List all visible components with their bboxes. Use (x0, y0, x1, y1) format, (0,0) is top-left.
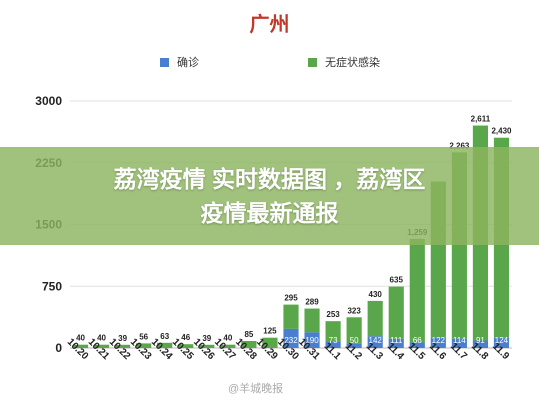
data-label-asymptomatic: 46 (181, 333, 190, 342)
data-label-asymptomatic: 40 (76, 334, 85, 343)
data-label-asymptomatic: 40 (223, 334, 232, 343)
bar-asymptomatic (72, 344, 89, 348)
data-label-asymptomatic: 295 (284, 294, 298, 303)
data-label-asymptomatic: 323 (347, 306, 361, 315)
x-tick-label: 10.28 (233, 337, 259, 363)
legend-swatch-confirmed (160, 57, 169, 67)
x-tick-label: 10.26 (191, 337, 217, 363)
bar-confirmed (409, 342, 425, 348)
data-label-asymptomatic: 2,611 (471, 115, 491, 124)
y-tick-label: 0 (55, 341, 62, 355)
y-tick-label: 3000 (35, 94, 62, 108)
bar-asymptomatic (93, 344, 110, 348)
legend-label-confirmed: 确诊 (177, 57, 199, 69)
data-label-asymptomatic: 430 (369, 290, 383, 299)
bar-confirmed (346, 343, 362, 348)
data-label-confirmed: 111 (390, 336, 403, 345)
bar-confirmed (283, 328, 299, 348)
bar-confirmed (493, 337, 510, 348)
legend-confirmed: 确诊 (160, 54, 199, 70)
data-label-confirmed: 114 (453, 336, 466, 345)
x-tick-label: 10.27 (212, 337, 238, 363)
data-label-asymptomatic: 125 (263, 327, 277, 336)
bar-confirmed (430, 337, 446, 348)
bar-asymptomatic (346, 317, 362, 344)
bar-asymptomatic (178, 344, 194, 348)
bar-asymptomatic (325, 321, 341, 342)
data-label-confirmed: 190 (305, 336, 319, 345)
data-label-asymptomatic: 289 (305, 298, 319, 307)
x-tick-label: 10.21 (86, 337, 112, 363)
bar-asymptomatic (388, 286, 404, 339)
watermark: @羊城晚报 (228, 383, 284, 395)
bar-asymptomatic (304, 308, 320, 333)
x-tick-label: 10.20 (65, 337, 91, 363)
legend-swatch-asymptomatic (308, 57, 317, 67)
data-label-asymptomatic: 2,430 (491, 127, 512, 136)
data-label-confirmed: 232 (284, 336, 298, 345)
data-label-asymptomatic: 85 (244, 330, 253, 339)
x-tick-label: 10.24 (149, 337, 175, 363)
data-label-asymptomatic: 40 (97, 334, 106, 343)
data-label-asymptomatic: 63 (160, 332, 169, 341)
bar-asymptomatic (220, 344, 236, 348)
data-label-confirmed: 91 (476, 336, 485, 345)
data-labels: 40 40 39 56 63 46 39 40 85 125 295 232 289 190 253 73 32… (76, 115, 512, 345)
bar-asymptomatic (262, 337, 278, 348)
headline-banner: 荔湾疫情 实时数据图 ，荔湾区疫情最新通报 (0, 147, 539, 245)
x-tick-label: 10.25 (170, 337, 196, 363)
bar-asymptomatic (241, 341, 257, 348)
bar-asymptomatic (367, 300, 383, 337)
bar-asymptomatic (157, 342, 173, 348)
bar-asymptomatic (136, 343, 152, 348)
data-label-asymptomatic: 635 (390, 276, 404, 285)
bar-confirmed (451, 338, 467, 348)
legend-asymptomatic: 无症状感染 (308, 54, 380, 70)
data-label-asymptomatic: 39 (118, 334, 127, 343)
data-label-confirmed: 73 (329, 336, 338, 345)
bar-confirmed (472, 340, 489, 348)
data-label-confirmed: 124 (495, 336, 509, 345)
chart-title: 广州 (249, 14, 290, 36)
data-label-asymptomatic: 39 (202, 334, 211, 343)
bar-confirmed (304, 332, 320, 348)
data-label-confirmed: 142 (369, 336, 383, 345)
bar-asymptomatic (283, 304, 299, 329)
bar-asymptomatic (409, 238, 425, 343)
bar-confirmed (367, 336, 383, 348)
data-label-asymptomatic: 2,263 (449, 141, 470, 150)
bar-asymptomatic (115, 344, 131, 348)
bar-asymptomatic (199, 344, 215, 348)
data-label-asymptomatic: 56 (139, 332, 148, 341)
data-label-confirmed: 66 (413, 336, 422, 345)
data-label-confirmed: 122 (432, 336, 446, 345)
x-tick-label: 10.22 (107, 337, 133, 363)
headline-text: 荔湾疫情 实时数据图 ，荔湾区疫情最新通报 (113, 166, 426, 226)
y-tick-label: 750 (42, 279, 62, 293)
bar-confirmed (388, 338, 404, 348)
data-label-asymptomatic: 253 (326, 310, 340, 319)
x-tick-label: 10.23 (128, 337, 154, 363)
bar-confirmed (325, 341, 341, 348)
legend-label-asymptomatic: 无症状感染 (325, 57, 380, 69)
data-label-confirmed: 50 (350, 336, 359, 345)
